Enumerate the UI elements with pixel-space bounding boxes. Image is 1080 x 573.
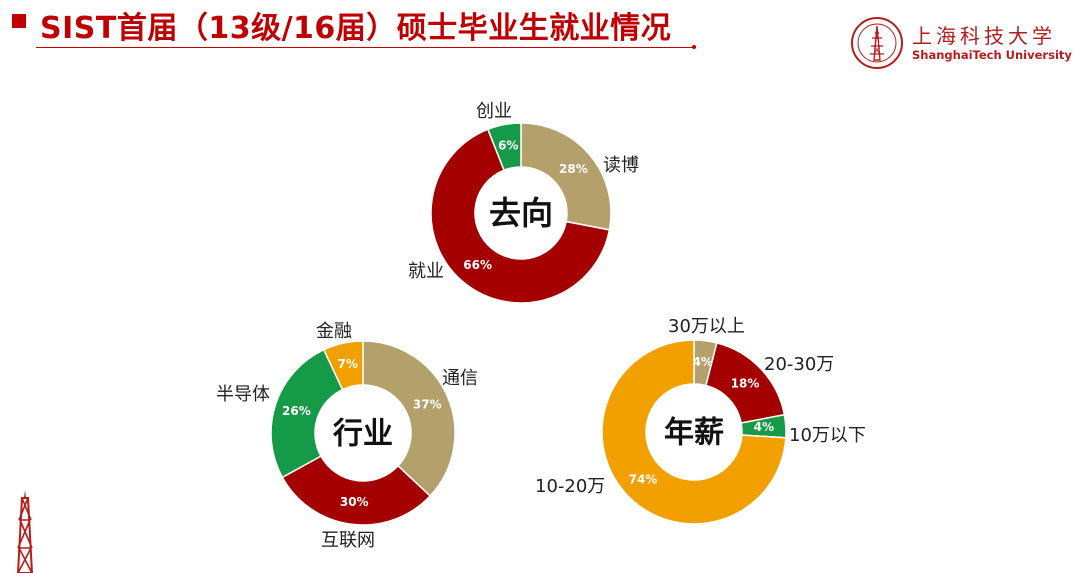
slice-category-label: 10-20万: [535, 476, 605, 497]
university-seal-icon: [851, 17, 903, 69]
slice-percent-label: 18%: [731, 377, 760, 391]
university-logo: 上海科技大学 ShanghaiTech University: [848, 16, 1072, 72]
donut-center-label: 行业: [332, 417, 393, 452]
slice-percent-label: 74%: [629, 472, 658, 486]
slice-category-label: 通信: [442, 368, 478, 389]
slice-category-label: 读博: [603, 155, 639, 176]
title-bullet: [12, 14, 26, 28]
slice-category-label: 20-30万: [764, 354, 834, 375]
page-title: SIST首届（13级/16届）硕士毕业生就业情况: [40, 11, 672, 46]
donut-slice-半导体: [270, 348, 344, 479]
slice-category-label: 半导体: [216, 384, 270, 405]
slice-category-label: 10万以下: [789, 425, 866, 446]
tower-decoration-icon: [16, 490, 34, 573]
slice-percent-label: 26%: [282, 404, 311, 418]
slice-percent-label: 28%: [559, 162, 588, 176]
donut-center-label: 年薪: [664, 416, 724, 451]
donut-slice-10-20万: [601, 339, 787, 525]
slice-percent-label: 6%: [498, 139, 518, 153]
slice-percent-label: 66%: [463, 258, 492, 272]
slice-category-label: 创业: [476, 101, 512, 122]
slice-percent-label: 30%: [340, 495, 369, 509]
slice-percent-label: 4%: [754, 420, 774, 434]
donut-slice-读博: [520, 122, 612, 231]
donut-slice-创业: [486, 122, 522, 172]
donut-slice-就业: [430, 128, 611, 304]
title-underline-dot: [692, 45, 696, 49]
donut-slice-通信: [362, 340, 456, 498]
slice-percent-label: 4%: [693, 355, 713, 369]
slice-percent-label: 37%: [413, 398, 442, 412]
slice-category-label: 30万以上: [668, 316, 745, 337]
donut-slice-金融: [322, 340, 364, 391]
logo-chinese-name: 上海科技大学: [912, 24, 1056, 48]
slice-category-label: 金融: [316, 321, 352, 342]
slice-category-label: 就业: [408, 261, 444, 282]
donut-slice-互联网: [281, 455, 432, 526]
title-underline: [36, 47, 696, 48]
donut-center-label: 去向: [489, 194, 553, 232]
slide-header: SIST首届（13级/16届）硕士毕业生就业情况: [0, 0, 1080, 60]
logo-english-name: ShanghaiTech University: [912, 48, 1072, 62]
slice-category-label: 互联网: [321, 530, 375, 551]
slice-percent-label: 7%: [338, 357, 358, 371]
